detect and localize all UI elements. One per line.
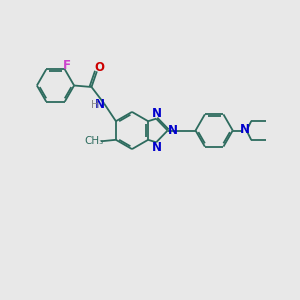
- Text: N: N: [95, 98, 105, 112]
- Text: H: H: [91, 100, 98, 110]
- Text: CH₃: CH₃: [85, 136, 104, 146]
- Text: N: N: [152, 107, 162, 120]
- Text: N: N: [168, 124, 178, 137]
- Text: F: F: [63, 59, 70, 72]
- Text: N: N: [240, 123, 250, 136]
- Text: N: N: [152, 141, 162, 154]
- Text: O: O: [94, 61, 104, 74]
